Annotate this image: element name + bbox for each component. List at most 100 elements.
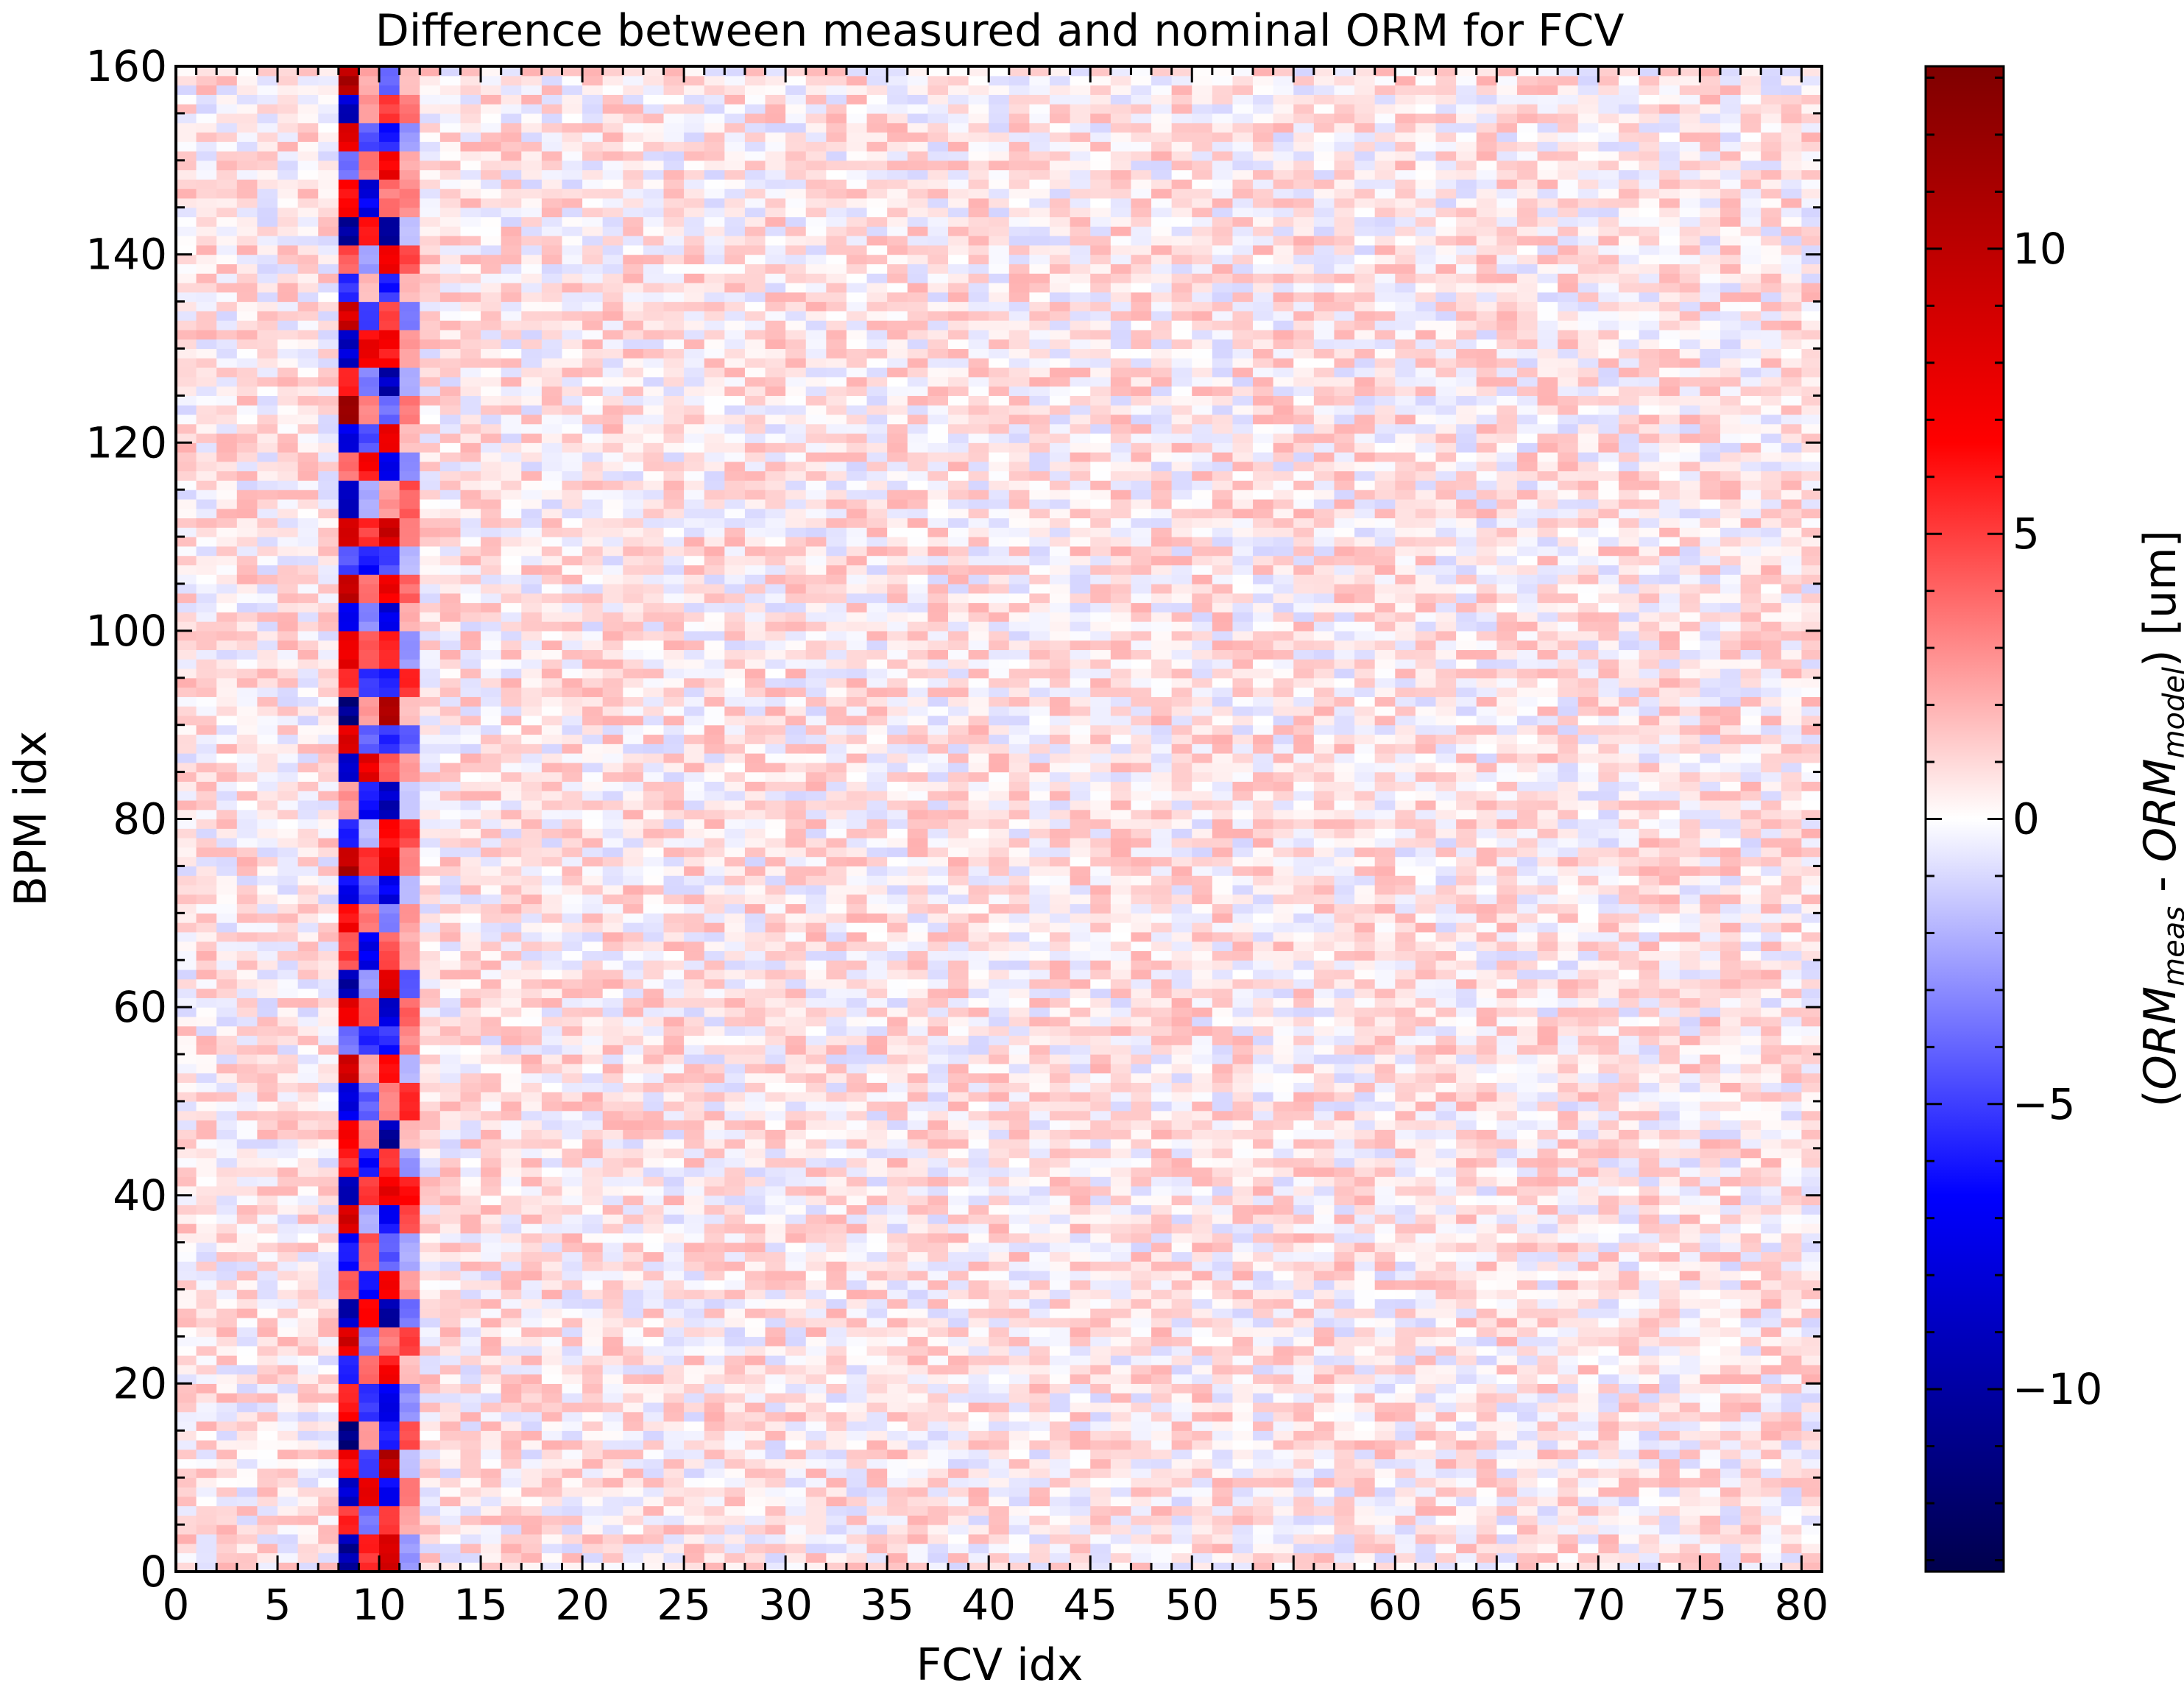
heatmap-cell [481, 405, 502, 415]
heatmap-cell [704, 1477, 725, 1488]
heatmap-cell [623, 555, 644, 566]
heatmap-cell [744, 828, 766, 838]
heatmap-cell [338, 85, 360, 95]
heatmap-cell [338, 555, 360, 566]
heatmap-cell [196, 1458, 217, 1469]
heatmap-cell [724, 1421, 746, 1431]
heatmap-cell [704, 122, 725, 133]
heatmap-cell [704, 1421, 725, 1431]
heatmap-cell [278, 884, 299, 895]
heatmap-cell [460, 405, 481, 415]
heatmap-cell [704, 1440, 725, 1450]
heatmap-cell [216, 1327, 238, 1338]
heatmap-cell [663, 545, 685, 557]
heatmap-cell [541, 244, 563, 255]
heatmap-cell [460, 527, 481, 537]
heatmap-cell [521, 1007, 543, 1017]
heatmap-cell [236, 997, 258, 1008]
heatmap-cell [785, 1025, 807, 1036]
heatmap-cell [358, 941, 380, 952]
heatmap-cell [257, 687, 278, 697]
heatmap-cell [236, 799, 258, 810]
heatmap-cell [562, 216, 583, 227]
heatmap-cell [481, 602, 502, 612]
heatmap-cell [420, 197, 441, 208]
heatmap-cell [724, 179, 746, 189]
heatmap-cell [358, 358, 380, 368]
heatmap-cell [420, 122, 441, 133]
heatmap-cell [439, 405, 462, 415]
heatmap-cell [439, 423, 462, 434]
heatmap-cell [420, 602, 441, 612]
heatmap-cell [765, 292, 786, 303]
heatmap-cell [643, 941, 665, 952]
heatmap-cell [724, 593, 746, 604]
heatmap-cell [297, 1279, 319, 1290]
heatmap-cell [358, 677, 380, 688]
heatmap-cell [176, 574, 197, 584]
heatmap-cell [196, 545, 217, 557]
heatmap-cell [278, 659, 299, 669]
heatmap-cell [582, 358, 604, 368]
heatmap-cell [216, 1477, 238, 1488]
heatmap-cell [765, 1421, 786, 1431]
heatmap-cell [297, 894, 319, 905]
heatmap-cell [196, 518, 217, 528]
heatmap-cell [541, 1543, 563, 1554]
heatmap-cell [358, 244, 380, 255]
heatmap-cell [765, 828, 786, 838]
heatmap-cell [460, 1430, 481, 1441]
heatmap-cell [297, 518, 319, 528]
heatmap-cell [744, 423, 766, 434]
heatmap-cell [643, 847, 665, 858]
heatmap-cell [460, 1533, 481, 1544]
heatmap-cell [663, 461, 685, 472]
heatmap-cell [216, 771, 238, 782]
heatmap-cell [785, 1411, 807, 1422]
heatmap-cell [297, 179, 319, 189]
heatmap-cell [521, 668, 543, 679]
heatmap-cell [216, 1364, 238, 1375]
heatmap-cell [582, 423, 604, 434]
heatmap-cell [297, 480, 319, 490]
heatmap-cell [602, 1299, 623, 1309]
heatmap-cell [399, 612, 420, 622]
heatmap-cell [338, 94, 360, 105]
heatmap-cell [704, 1346, 725, 1356]
heatmap-cell [236, 358, 258, 368]
heatmap-cell [176, 207, 197, 218]
heatmap-cell [379, 565, 400, 575]
heatmap-cell [460, 894, 481, 905]
heatmap-cell [663, 931, 685, 942]
heatmap-cell [176, 1299, 197, 1309]
heatmap-cell [176, 518, 197, 528]
heatmap-cell [236, 282, 258, 293]
heatmap-cell [176, 498, 197, 509]
heatmap-cell [379, 1317, 400, 1328]
heatmap-cell [176, 423, 197, 434]
heatmap-cell [481, 85, 502, 95]
heatmap-cell [278, 1204, 299, 1215]
heatmap-cell [236, 715, 258, 726]
heatmap-cell [582, 1073, 604, 1083]
heatmap-cell [481, 1430, 502, 1441]
heatmap-cell [541, 988, 563, 998]
heatmap-cell [623, 630, 644, 641]
heatmap-cell [481, 1346, 502, 1356]
heatmap-cell [278, 593, 299, 604]
heatmap-cell [481, 734, 502, 744]
heatmap-cell [399, 1336, 420, 1346]
heatmap-cell [602, 292, 623, 303]
heatmap-cell [338, 537, 360, 547]
heatmap-cell [216, 1176, 238, 1187]
heatmap-cell [684, 1045, 705, 1055]
heatmap-cell [257, 1327, 278, 1338]
heatmap-cell [460, 1515, 481, 1525]
heatmap-cell [338, 602, 360, 612]
heatmap-cell [805, 1299, 827, 1309]
heatmap-cell [602, 922, 623, 933]
heatmap-cell [541, 1176, 563, 1187]
heatmap-cell [684, 612, 705, 622]
heatmap-cell [297, 621, 319, 632]
heatmap-cell [176, 1204, 197, 1215]
